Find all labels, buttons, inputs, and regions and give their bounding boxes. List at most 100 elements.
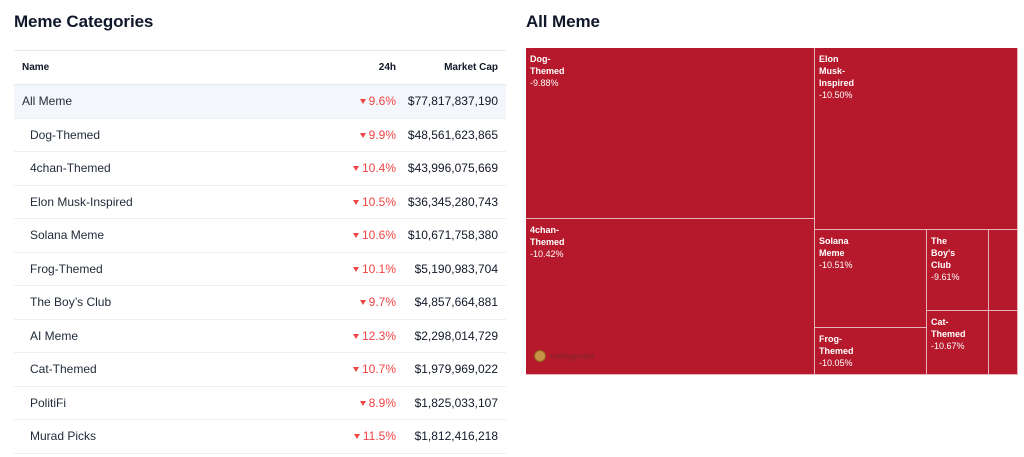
category-name[interactable]: All Meme bbox=[22, 94, 73, 109]
change-value: 10.4% bbox=[361, 161, 396, 176]
market-cap: $4,857,664,881 bbox=[414, 295, 498, 310]
category-name[interactable]: Cat-Themed bbox=[30, 362, 97, 377]
treemap-tile[interactable]: Elon Musk- Inspired -10.50% bbox=[815, 48, 1018, 230]
change-value: 10.5% bbox=[361, 194, 396, 209]
watermark-text: coingecko bbox=[550, 351, 595, 361]
change-24h: 8.9% bbox=[298, 396, 398, 410]
category-name[interactable]: Frog-Themed bbox=[30, 261, 103, 276]
tile-label: Dog- bbox=[530, 54, 551, 64]
table-row[interactable]: Frog-Themed 10.1% $5,190,983,704 bbox=[14, 253, 506, 286]
tile-label: Meme bbox=[819, 248, 845, 258]
down-arrow-icon bbox=[352, 367, 359, 373]
tile-label: Frog- bbox=[819, 334, 842, 344]
column-header-market-cap[interactable]: Market Cap bbox=[444, 62, 498, 73]
down-arrow-icon bbox=[352, 266, 359, 272]
category-name[interactable]: The Boy’s Club bbox=[30, 295, 112, 310]
change-24h: 10.6% bbox=[298, 228, 398, 242]
change-value: 9.6% bbox=[368, 94, 396, 109]
change-value: 10.7% bbox=[361, 362, 396, 377]
change-value: 8.9% bbox=[368, 395, 396, 410]
treemap-tile[interactable]: Frog- Themed -10.05% bbox=[815, 328, 927, 375]
treemap-tile[interactable] bbox=[989, 311, 1018, 375]
table-row[interactable]: Murad Picks 11.5% $1,812,416,218 bbox=[14, 420, 506, 454]
tile-label: 4chan- bbox=[530, 225, 560, 235]
column-header-name[interactable]: Name bbox=[22, 62, 50, 73]
coingecko-logo-icon bbox=[534, 350, 546, 362]
change-value: 11.5% bbox=[362, 429, 396, 444]
change-24h: 10.7% bbox=[298, 362, 398, 376]
down-arrow-icon bbox=[359, 300, 366, 306]
down-arrow-icon bbox=[359, 99, 366, 105]
market-cap: $5,190,983,704 bbox=[414, 261, 498, 276]
treemap: Dog- Themed -9.88% Elon Musk- Inspired -10.50%… bbox=[526, 48, 1018, 375]
coingecko-watermark: coingecko bbox=[534, 350, 595, 362]
table-row[interactable]: All Meme 9.6% $77,817,837,190 bbox=[14, 85, 506, 119]
tile-change: -10.50% bbox=[819, 90, 853, 100]
category-name[interactable]: AI Meme bbox=[30, 328, 79, 343]
tile-label: Boy's bbox=[931, 248, 956, 258]
change-24h: 10.4% bbox=[298, 161, 398, 175]
table-row[interactable]: AI Meme 12.3% $2,298,014,729 bbox=[14, 320, 506, 353]
tile-label: Club bbox=[931, 260, 951, 270]
change-24h: 10.1% bbox=[298, 262, 398, 276]
category-name[interactable]: 4chan-Themed bbox=[30, 161, 111, 176]
market-cap: $48,561,623,865 bbox=[407, 127, 498, 142]
tile-label: Solana bbox=[819, 236, 849, 246]
tile-label: Cat- bbox=[931, 317, 949, 327]
treemap-tile[interactable]: Solana Meme -10.51% bbox=[815, 230, 927, 328]
tile-change: -10.67% bbox=[931, 341, 965, 351]
down-arrow-icon bbox=[359, 132, 366, 138]
down-arrow-icon bbox=[352, 166, 359, 172]
change-24h: 9.7% bbox=[298, 295, 398, 309]
tile-label: Elon bbox=[819, 54, 839, 64]
down-arrow-icon bbox=[353, 434, 360, 440]
treemap-tile[interactable]: The Boy's Club -9.61% bbox=[927, 230, 989, 311]
category-name[interactable]: Elon Musk-Inspired bbox=[30, 194, 133, 209]
category-name[interactable]: Solana Meme bbox=[30, 228, 105, 243]
tile-label: Themed bbox=[931, 329, 966, 339]
tile-change: -10.51% bbox=[819, 260, 853, 270]
tile-label: Inspired bbox=[819, 78, 855, 88]
change-value: 9.7% bbox=[368, 295, 396, 310]
tile-label: Themed bbox=[530, 66, 565, 76]
panel-title: Meme Categories bbox=[14, 12, 154, 31]
market-cap: $1,825,033,107 bbox=[414, 395, 498, 410]
table-row[interactable]: PolitiFi 8.9% $1,825,033,107 bbox=[14, 387, 506, 420]
table-row[interactable]: Dog-Themed 9.9% $48,561,623,865 bbox=[14, 119, 506, 152]
category-name[interactable]: Dog-Themed bbox=[30, 127, 101, 142]
table-row[interactable]: 4chan-Themed 10.4% $43,996,075,669 bbox=[14, 152, 506, 186]
market-cap: $2,298,014,729 bbox=[414, 328, 498, 343]
change-value: 12.3% bbox=[361, 328, 396, 343]
table-header: Name 24h Market Cap bbox=[14, 51, 506, 85]
change-value: 10.1% bbox=[361, 261, 396, 276]
change-24h: 10.5% bbox=[298, 195, 398, 209]
table-row[interactable]: Solana Meme 10.6% $10,671,758,380 bbox=[14, 219, 506, 253]
table-row[interactable]: Cat-Themed 10.7% $1,979,969,022 bbox=[14, 353, 506, 387]
market-cap: $1,979,969,022 bbox=[414, 362, 498, 377]
category-name[interactable]: Murad Picks bbox=[30, 429, 97, 444]
treemap-title: All Meme bbox=[526, 12, 600, 31]
change-value: 9.9% bbox=[368, 127, 396, 142]
market-cap: $1,812,416,218 bbox=[414, 429, 498, 444]
treemap-tile[interactable] bbox=[989, 230, 1018, 311]
market-cap: $36,345,280,743 bbox=[407, 194, 498, 209]
change-24h: 9.9% bbox=[298, 128, 398, 142]
tile-change: -10.05% bbox=[819, 358, 853, 368]
market-cap: $43,996,075,669 bbox=[407, 161, 498, 176]
categories-table: Name 24h Market Cap All Meme 9.6% $77,817,… bbox=[14, 50, 506, 454]
table-row[interactable]: The Boy’s Club 9.7% $4,857,664,881 bbox=[14, 286, 506, 320]
tile-change: -10.42% bbox=[530, 249, 564, 259]
treemap-tile[interactable]: Dog- Themed -9.88% bbox=[526, 48, 815, 219]
table-row[interactable]: Elon Musk-Inspired 10.5% $36,345,280,743 bbox=[14, 186, 506, 219]
tile-change: -9.61% bbox=[931, 272, 960, 282]
category-name[interactable]: PolitiFi bbox=[30, 395, 67, 410]
down-arrow-icon bbox=[352, 199, 359, 205]
treemap-tile[interactable]: Cat- Themed -10.67% bbox=[927, 311, 989, 375]
change-value: 10.6% bbox=[361, 228, 396, 243]
tile-change: -9.88% bbox=[530, 78, 559, 88]
tile-label: Themed bbox=[819, 346, 854, 356]
column-header-24h[interactable]: 24h bbox=[378, 62, 396, 73]
treemap-tile[interactable]: 4chan- Themed -10.42% bbox=[526, 219, 815, 375]
change-24h: 12.3% bbox=[298, 329, 398, 343]
tile-label: Themed bbox=[530, 237, 565, 247]
